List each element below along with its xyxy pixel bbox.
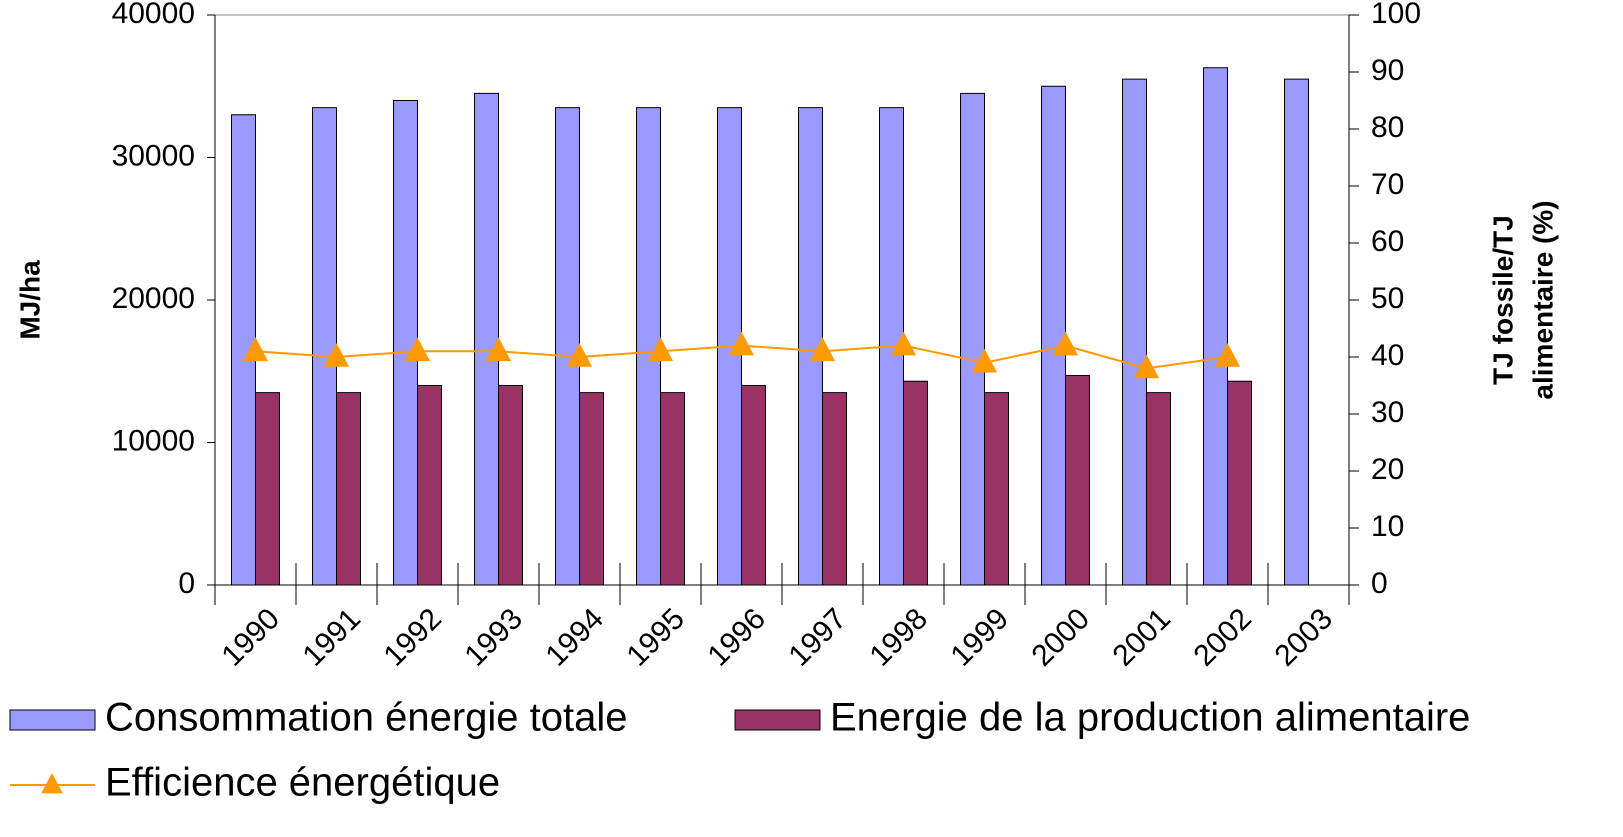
y2-tick-label: 100 bbox=[1371, 0, 1421, 30]
y2-tick-label: 90 bbox=[1371, 54, 1404, 87]
x-tick-label: 1993 bbox=[459, 602, 530, 673]
legend-label: Energie de la production alimentaire bbox=[830, 696, 1470, 740]
y-axis-label: MJ/ha bbox=[14, 260, 45, 340]
plot-area bbox=[214, 14, 1350, 586]
y-tick-label: 10000 bbox=[112, 424, 195, 457]
marker bbox=[1133, 354, 1160, 379]
bar bbox=[1041, 85, 1066, 586]
marker bbox=[728, 331, 755, 356]
y2-tick-label: 30 bbox=[1371, 396, 1404, 429]
bar bbox=[903, 380, 928, 586]
legend-swatch bbox=[734, 709, 821, 731]
bar bbox=[741, 385, 766, 586]
bar bbox=[498, 385, 523, 586]
y2-tick-label: 60 bbox=[1371, 225, 1404, 258]
marker bbox=[890, 331, 917, 356]
marker bbox=[242, 337, 269, 362]
y2-axis-label: TJ fossile/TJ bbox=[1487, 215, 1518, 385]
y-tick-label: 20000 bbox=[112, 282, 195, 315]
marker bbox=[647, 337, 674, 362]
bar bbox=[474, 92, 499, 586]
marker bbox=[809, 337, 836, 362]
legend-label: Efficience énergétique bbox=[105, 761, 500, 805]
bar bbox=[1203, 67, 1228, 586]
x-tick-label: 1998 bbox=[864, 602, 935, 673]
bar bbox=[336, 392, 361, 586]
y2-tick-label: 70 bbox=[1371, 168, 1404, 201]
x-tick-label: 2003 bbox=[1269, 602, 1340, 673]
x-tick-label: 2002 bbox=[1188, 602, 1259, 673]
bar bbox=[660, 392, 685, 586]
marker bbox=[404, 337, 431, 362]
bar bbox=[1122, 78, 1147, 586]
legend-label: Consommation énergie totale bbox=[105, 696, 628, 740]
y-tick-label: 0 bbox=[178, 567, 195, 600]
y2-tick-label: 40 bbox=[1371, 339, 1404, 372]
legend-swatch bbox=[9, 709, 96, 731]
bar bbox=[312, 107, 337, 586]
bar bbox=[822, 392, 847, 586]
y-tick-label: 30000 bbox=[112, 139, 195, 172]
y2-tick-label: 80 bbox=[1371, 111, 1404, 144]
y2-tick-label: 20 bbox=[1371, 453, 1404, 486]
x-tick-label: 2000 bbox=[1026, 602, 1097, 673]
y2-axis-label: alimentaire (%) bbox=[1527, 200, 1558, 399]
x-tick-label: 1994 bbox=[540, 602, 611, 673]
x-tick-label: 1992 bbox=[378, 602, 449, 673]
marker bbox=[1052, 331, 1079, 356]
bar bbox=[960, 92, 985, 586]
bar bbox=[1284, 78, 1309, 586]
x-tick-label: 1990 bbox=[216, 602, 287, 673]
x-tick-label: 1997 bbox=[783, 602, 854, 673]
y2-tick-label: 0 bbox=[1371, 567, 1388, 600]
x-tick-label: 1995 bbox=[621, 602, 692, 673]
x-tick-label: 1991 bbox=[297, 602, 368, 673]
bar bbox=[1227, 380, 1252, 586]
marker bbox=[485, 337, 512, 362]
x-tick-label: 1999 bbox=[945, 602, 1016, 673]
x-tick-label: 1996 bbox=[702, 602, 773, 673]
marker bbox=[1214, 343, 1241, 367]
marker bbox=[971, 348, 998, 373]
bar bbox=[1146, 392, 1171, 586]
x-tick-label: 2001 bbox=[1107, 602, 1178, 673]
marker bbox=[566, 343, 593, 367]
y-tick-label: 40000 bbox=[112, 0, 195, 30]
bar bbox=[984, 392, 1009, 586]
legend-marker bbox=[41, 773, 63, 794]
marker bbox=[323, 343, 350, 367]
bar bbox=[393, 100, 418, 586]
y2-tick-label: 10 bbox=[1371, 510, 1404, 543]
bar bbox=[417, 385, 442, 586]
bar bbox=[579, 392, 604, 586]
y2-tick-label: 50 bbox=[1371, 282, 1404, 315]
bar bbox=[255, 392, 280, 586]
bar bbox=[1065, 375, 1090, 586]
bar bbox=[555, 107, 580, 586]
